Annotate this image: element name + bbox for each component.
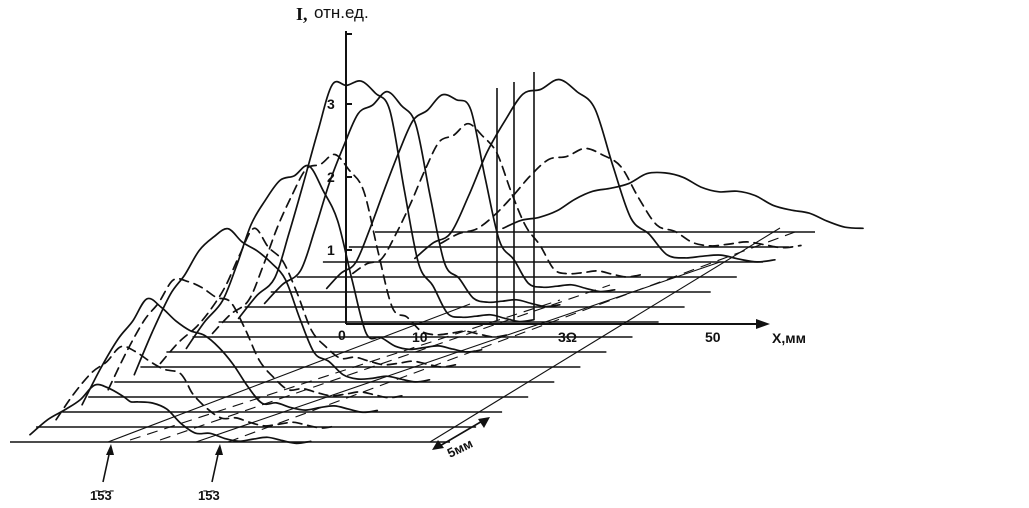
depth-scale-line bbox=[437, 419, 485, 448]
profile-curve-solid bbox=[414, 78, 776, 263]
direction-label-1: 1̄5̄3̄ bbox=[90, 488, 114, 503]
profile-curve-dashed bbox=[159, 227, 457, 368]
direction-arrow-head-2 bbox=[215, 444, 223, 455]
profile-curve-dashed bbox=[440, 147, 802, 249]
profile-curve-solid bbox=[502, 171, 864, 230]
profile-curve-solid bbox=[237, 80, 535, 323]
x-tick-label: 50 bbox=[705, 329, 721, 345]
y-axis-symbol: I, bbox=[296, 4, 308, 24]
profile-curve-dashed bbox=[55, 345, 338, 429]
axes bbox=[345, 31, 770, 329]
direction-arrow-2 bbox=[211, 449, 220, 483]
guide-line-2 bbox=[129, 299, 561, 441]
guide-line-3 bbox=[159, 284, 611, 441]
ridge-curves bbox=[10, 78, 864, 445]
depth-scale-arrow-top bbox=[478, 417, 490, 428]
x-tick-label: 3Ω bbox=[558, 329, 577, 345]
profile-curve-solid bbox=[263, 90, 561, 308]
depth-scale-arrow-bottom bbox=[432, 440, 444, 450]
guide-line-6 bbox=[429, 227, 781, 443]
x-tick-label: 0 bbox=[338, 327, 346, 343]
direction-arrow-1 bbox=[102, 449, 111, 483]
x-axis-arrow bbox=[756, 319, 770, 329]
profile-curve-solid bbox=[29, 383, 312, 445]
x-tick-label: 10 bbox=[412, 329, 428, 345]
y-tick-label: 3 bbox=[327, 96, 335, 112]
direction-label-2: 1̄5̄3 bbox=[198, 488, 220, 503]
profile-curve-dashed bbox=[211, 153, 509, 338]
profile-curve-solid bbox=[325, 93, 616, 293]
depth-guide-lines bbox=[107, 227, 796, 443]
depth-scale-label: 5мм bbox=[445, 436, 475, 461]
profile-curve-solid bbox=[81, 297, 379, 414]
y-tick-label: 2 bbox=[327, 169, 335, 185]
x-axis-label: X,мм bbox=[772, 330, 806, 346]
y-tick-label: 1 bbox=[327, 242, 335, 258]
guide-line-1 bbox=[107, 303, 471, 443]
direction-arrow-head-1 bbox=[106, 444, 114, 455]
profile-curve-dashed bbox=[107, 277, 405, 399]
profile-curve-solid bbox=[133, 227, 431, 383]
y-axis-units: отн.ед. bbox=[314, 3, 369, 22]
